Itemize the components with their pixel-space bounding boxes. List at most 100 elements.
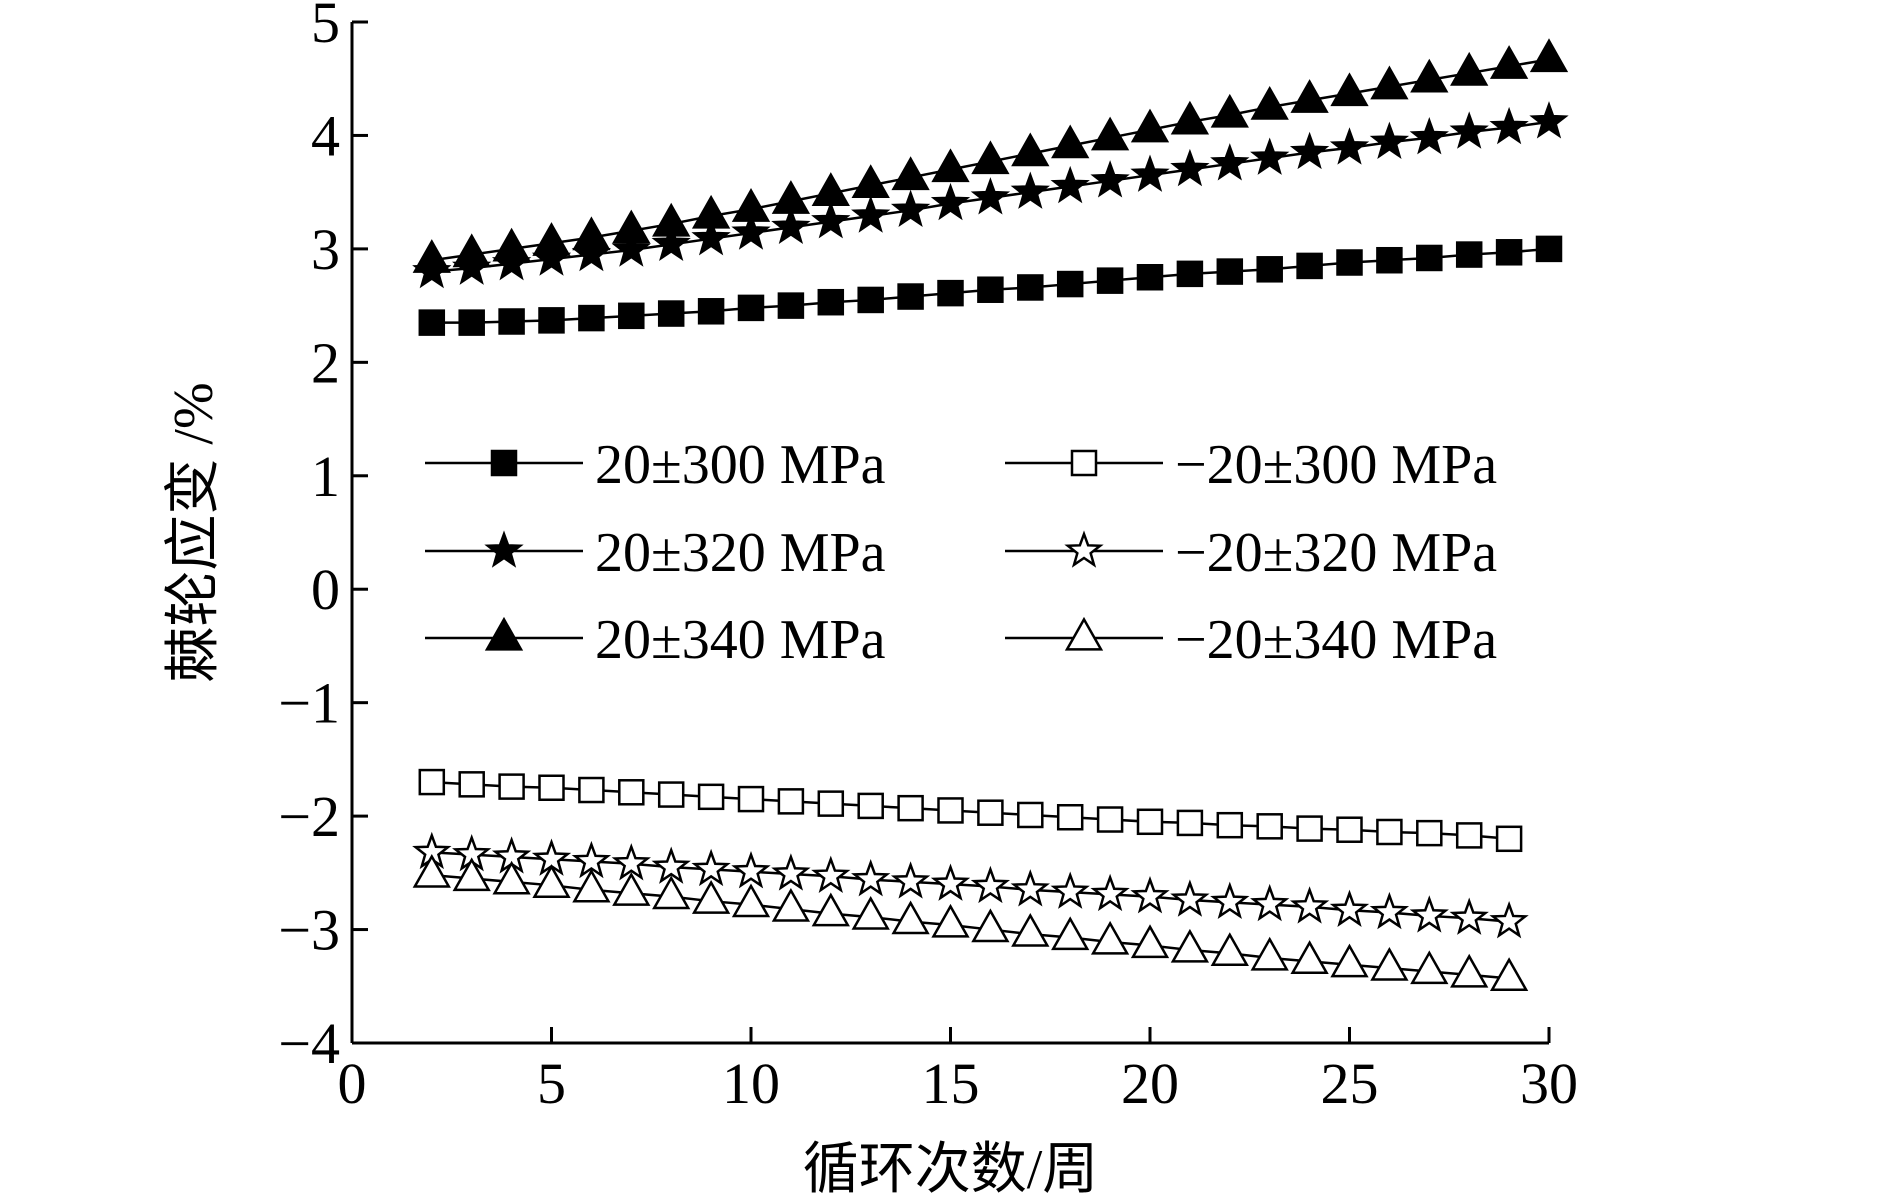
legend-item: 20±340 MPa <box>425 609 886 671</box>
data-point <box>1136 808 1164 836</box>
data-point <box>1250 85 1289 120</box>
data-point <box>1330 72 1369 107</box>
data-point <box>1370 946 1409 981</box>
data-point <box>1489 106 1529 145</box>
data-point <box>851 858 891 897</box>
data-point <box>652 875 691 910</box>
data-point <box>1416 819 1443 847</box>
y-tick-label: −4 <box>278 1011 340 1076</box>
data-point <box>657 300 685 327</box>
data-point <box>1416 244 1443 272</box>
data-point <box>578 776 605 804</box>
data-point <box>652 202 691 237</box>
y-tick-label: 3 <box>311 217 340 282</box>
data-point <box>1170 100 1210 135</box>
data-point <box>931 148 970 183</box>
data-point <box>1296 252 1323 280</box>
axes: −4 −3 −2 −1 0 1 2 3 4 5 0 5 10 15 20 25 30 <box>278 0 1578 1116</box>
data-point <box>937 279 964 307</box>
data-point <box>1210 932 1249 967</box>
legend-marker <box>490 449 518 477</box>
data-point <box>691 848 731 887</box>
data-point <box>737 785 765 813</box>
data-point <box>1130 108 1170 143</box>
data-point <box>890 861 931 899</box>
data-point <box>731 883 771 918</box>
data-point <box>1056 803 1084 831</box>
data-point <box>731 188 771 222</box>
data-point <box>1056 270 1084 298</box>
data-point <box>771 180 811 214</box>
data-point <box>458 309 485 336</box>
data-point <box>1289 886 1330 924</box>
data-point <box>1369 121 1410 159</box>
data-point <box>618 779 645 806</box>
legend-label: −20±320 MPa <box>1175 522 1497 584</box>
data-point <box>1050 165 1090 204</box>
series-layer <box>412 38 1569 991</box>
data-point <box>611 843 651 881</box>
data-point <box>1369 891 1410 930</box>
legend-item: 20±300 MPa <box>425 434 886 496</box>
data-point <box>412 853 451 888</box>
data-point <box>970 865 1011 904</box>
series-5 <box>412 38 1569 273</box>
data-point <box>1410 950 1449 985</box>
data-point <box>1449 897 1489 935</box>
data-point <box>1170 879 1210 917</box>
data-point <box>1210 143 1250 181</box>
data-point <box>1449 111 1489 149</box>
data-point <box>1250 883 1290 922</box>
data-point <box>538 307 565 334</box>
data-point <box>1495 239 1523 266</box>
data-point <box>1250 137 1290 175</box>
data-point <box>1256 813 1283 840</box>
data-point <box>1296 815 1323 842</box>
legend-marker <box>484 530 524 568</box>
data-point <box>897 283 924 310</box>
legend: 20±300 MPa −20±300 MPa 20±320 MPa −20±320 M… <box>425 434 1497 671</box>
data-point <box>1011 132 1050 167</box>
data-point <box>1529 38 1569 73</box>
legend-label: 20±340 MPa <box>595 609 886 671</box>
data-point <box>1450 51 1489 86</box>
data-point <box>578 304 605 332</box>
data-point <box>691 218 731 256</box>
data-point <box>1250 936 1289 971</box>
data-point <box>817 288 845 316</box>
data-point <box>897 794 924 822</box>
data-point <box>1090 116 1130 151</box>
data-point <box>811 855 851 893</box>
data-point <box>572 216 611 251</box>
data-point <box>1017 274 1044 301</box>
data-point <box>1011 912 1050 947</box>
data-point <box>452 233 491 268</box>
data-point <box>452 857 491 892</box>
y-tick-label: −2 <box>278 784 340 849</box>
data-point <box>651 846 691 884</box>
data-point <box>1010 869 1050 907</box>
y-axis-title: 棘轮应变 /% <box>163 382 225 682</box>
data-point <box>657 781 685 808</box>
data-point <box>1051 124 1090 159</box>
data-point <box>891 156 930 191</box>
data-point <box>930 182 971 221</box>
y-tick-label: 1 <box>311 444 340 509</box>
data-point <box>1130 154 1170 192</box>
data-point <box>1130 924 1170 959</box>
legend-marker <box>484 616 524 651</box>
data-point <box>857 286 884 314</box>
data-point <box>1090 920 1130 955</box>
data-point <box>418 309 446 336</box>
data-point <box>857 792 884 820</box>
data-point <box>1376 818 1403 846</box>
data-point <box>1170 148 1210 187</box>
data-point <box>817 790 845 817</box>
x-tick-label: 10 <box>722 1051 780 1116</box>
legend-marker <box>1064 616 1104 651</box>
data-point <box>811 200 851 239</box>
data-point <box>1050 871 1090 909</box>
data-point <box>1409 117 1449 155</box>
data-point <box>777 788 805 815</box>
data-point <box>1336 249 1363 276</box>
